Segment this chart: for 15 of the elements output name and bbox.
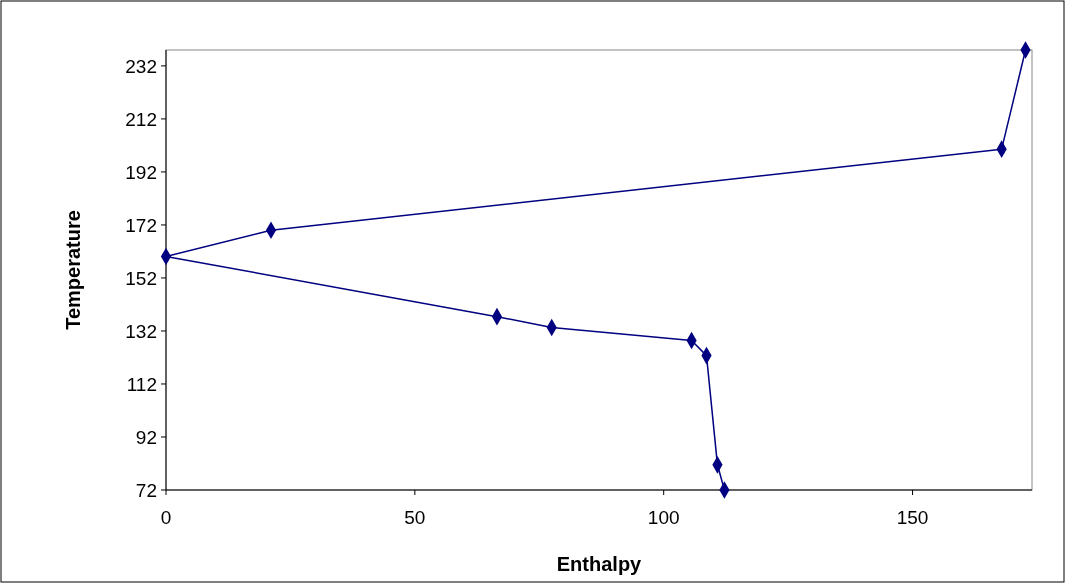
y-tick-label: 72 [135,479,157,501]
x-axis-title: Enthalpy [556,553,643,575]
y-tick-label: 172 [125,214,157,236]
y-tick-label: 232 [125,55,157,77]
x-tick-label: 150 [896,507,929,528]
y-tick-label: 152 [125,267,157,289]
y-tick-label: 212 [125,108,157,130]
y-tick-label: 112 [126,373,157,395]
y-tick-label: 132 [125,320,157,342]
y-tick-label: 192 [125,161,157,183]
x-tick-label: 100 [647,507,680,528]
x-tick-label: 0 [160,507,172,528]
y-tick-label: 92 [135,426,157,448]
x-tick-label: 50 [404,507,426,528]
y-axis-title: Temperature [62,210,84,330]
